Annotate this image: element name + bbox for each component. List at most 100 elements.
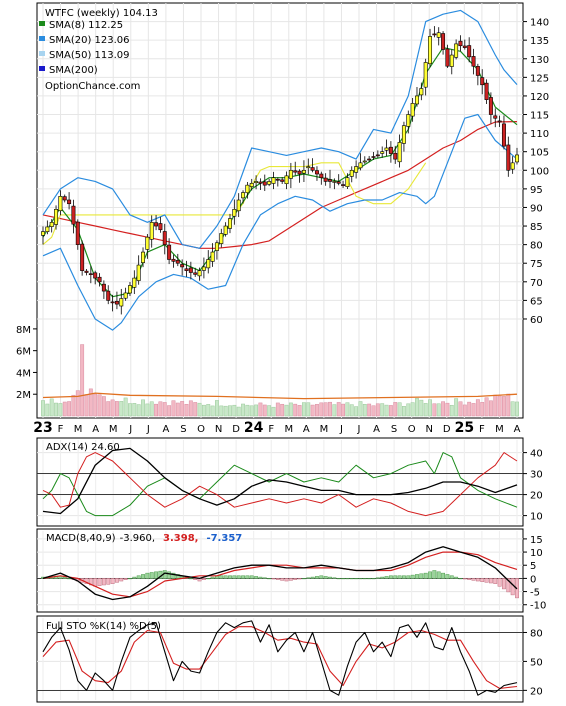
macd-histogram-bar — [123, 578, 128, 580]
price-tick-label: 90 — [530, 203, 543, 214]
macd-histogram-bar — [332, 577, 337, 579]
macd-histogram-bar — [167, 571, 172, 579]
volume-bar — [310, 404, 315, 417]
stochastics-tick-label: 20 — [530, 686, 543, 697]
candle-body — [410, 103, 415, 117]
macd-histogram-bar — [262, 577, 267, 579]
bollinger-lower-line — [42, 113, 518, 331]
volume-bar — [419, 399, 424, 417]
candle-body — [41, 231, 45, 236]
volume-tick-label: 8M — [16, 325, 31, 336]
volume-bar — [471, 403, 476, 417]
volume-bar — [354, 406, 359, 417]
candle-body — [506, 144, 511, 171]
plus-di-line — [42, 452, 518, 517]
candle-body — [201, 266, 206, 271]
volume-bar — [106, 401, 111, 417]
x-axis-label: N — [425, 424, 432, 435]
volume-bar — [319, 402, 324, 417]
macd-histogram-bar — [241, 575, 245, 579]
macd-histogram-bar — [358, 578, 363, 580]
x-axis-label: J — [128, 424, 132, 435]
macd-histogram-bar — [419, 573, 424, 579]
volume-bar — [110, 399, 115, 417]
candle-body — [393, 152, 398, 160]
x-axis-label: M — [109, 424, 118, 435]
macd-panel: 15 10 5 0 -5 -10 MACD(8,40,9) -3.960, 3.398, -7.… — [36, 528, 546, 613]
volume-axis: 8M 6M 4M 2M — [16, 325, 37, 401]
macd-histogram-bar — [210, 576, 215, 579]
candle-body — [484, 82, 489, 100]
volume-bar — [167, 405, 172, 417]
legend-label-sma200: SMA(200) — [49, 65, 98, 76]
macd-histogram-bar — [341, 578, 345, 580]
macd-histogram-bar — [297, 578, 302, 580]
candle-body — [232, 209, 237, 217]
x-axis-label: A — [92, 424, 99, 435]
macd-histogram-bar — [462, 578, 467, 580]
macd-histogram-bar — [223, 575, 228, 579]
macd-histogram-bar — [232, 575, 237, 579]
macd-histogram-bar — [206, 578, 211, 580]
volume-bar — [128, 403, 132, 417]
macd-histogram-bar — [193, 578, 198, 580]
volume-bar — [241, 403, 245, 417]
macd-histogram-bar — [380, 576, 385, 579]
x-axis-label: O — [408, 424, 416, 435]
macd-tick-label: 5 — [530, 561, 536, 572]
candle-body — [93, 272, 98, 279]
volume-bar — [293, 403, 298, 417]
volume-bar — [184, 403, 189, 417]
macd-histogram-bar — [502, 578, 506, 590]
volume-bar — [101, 396, 106, 417]
macd-grid: 15 10 5 0 -5 -10 — [37, 531, 546, 612]
price-tick-label: 130 — [530, 55, 549, 66]
volume-bar — [297, 405, 302, 417]
candle-body — [119, 298, 124, 307]
macd-histogram-bar — [449, 575, 454, 579]
macd-tick-label: 10 — [530, 548, 543, 559]
candle-body — [310, 167, 315, 171]
price-tick-label: 100 — [530, 166, 549, 177]
macd-histogram-bar — [310, 576, 315, 579]
candle-body — [454, 43, 459, 58]
volume-bar — [341, 403, 345, 417]
price-tick-label: 95 — [530, 185, 543, 196]
macd-histogram-bar — [475, 578, 480, 582]
candle-body — [306, 166, 311, 169]
macd-histogram-bar — [228, 575, 232, 579]
volume-bar — [232, 404, 237, 417]
macd-histogram-bar — [345, 578, 350, 580]
macd-histogram-bar — [388, 575, 393, 579]
volume-bar — [497, 395, 502, 417]
macd-histogram-bar — [319, 575, 324, 579]
macd-histogram-bar — [236, 575, 241, 579]
volume-tick-label: 6M — [16, 347, 31, 358]
macd-histogram-bar — [354, 578, 359, 580]
macd-histogram-bar — [402, 575, 406, 579]
volume-bar — [62, 401, 67, 417]
macd-histogram-bar — [132, 576, 137, 579]
candle-body — [501, 123, 506, 147]
candle-body — [223, 225, 228, 235]
macd-histogram-bar — [288, 578, 293, 581]
volume-bar — [132, 403, 137, 417]
candle-body — [67, 199, 72, 205]
macd-histogram-bar — [367, 578, 372, 580]
macd-histogram-bar — [349, 578, 354, 580]
macd-histogram-bar — [110, 578, 115, 584]
volume-bar — [275, 402, 280, 417]
candle-body — [349, 169, 354, 177]
volume-tick-label: 4M — [16, 368, 31, 379]
candle-body — [267, 181, 272, 185]
macd-histogram-bar — [467, 578, 472, 580]
candle-body — [106, 290, 111, 301]
x-axis-label: 23 — [33, 420, 52, 436]
macd-histogram-bar — [271, 578, 276, 580]
candle-body — [345, 177, 350, 187]
volume-bar — [75, 390, 80, 417]
volume-bar — [336, 402, 341, 417]
candle-body — [158, 223, 163, 231]
macd-tick-label: 15 — [530, 535, 543, 546]
candle-body — [475, 66, 480, 76]
